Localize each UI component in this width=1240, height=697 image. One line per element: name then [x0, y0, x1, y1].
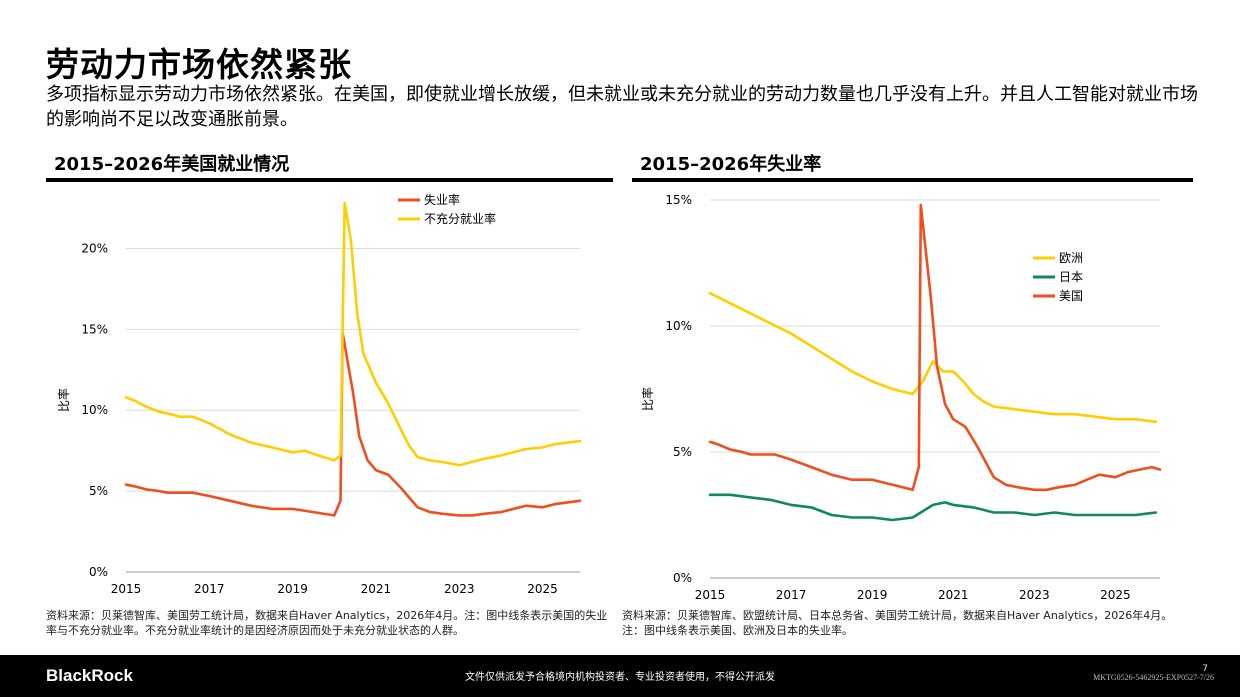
legend-label: 日本 [1059, 270, 1083, 284]
right-chart-rule [632, 178, 1193, 182]
y-axis-label: 比率 [640, 387, 655, 411]
left-chart-source: 资料来源：贝莱德智库、美国劳工统计局，数据来自Haver Analytics，2… [46, 609, 608, 637]
x-tick-label: 2015 [111, 582, 142, 596]
x-tick-label: 2025 [527, 582, 558, 596]
y-tick-label: 0% [89, 565, 108, 579]
y-tick-label: 5% [89, 484, 108, 498]
x-tick-label: 2023 [444, 582, 475, 596]
blackrock-logo: BlackRock [46, 666, 133, 685]
document-code: MKTG0526-5462925-EXP0527-7/26 [1093, 673, 1214, 682]
x-tick-label: 2017 [776, 588, 807, 602]
unemployment-rate-chart: 0% 5% 10% 15% 2015 2017 2019 2021 2023 2025 比率 欧洲日本… [640, 193, 1162, 602]
legend-label: 不充分就业率 [424, 211, 496, 226]
legend-label: 美国 [1059, 289, 1083, 303]
legend-label: 欧洲 [1059, 251, 1083, 265]
right-chart-source: 资料来源：贝莱德智库、欧盟统计局、日本总务省、美国劳工统计局，数据来自Haver… [622, 609, 1173, 637]
series-line-1 [708, 493, 1158, 522]
x-tick-label: 2021 [361, 582, 392, 596]
x-tick-label: 2023 [1019, 588, 1050, 602]
series-line-2 [708, 203, 1162, 492]
left-chart-title: 2015–2026年美国就业情况 [54, 154, 290, 175]
x-tick-label: 2015 [695, 588, 726, 602]
series-line-0 [708, 291, 1158, 424]
series-line-0 [124, 331, 582, 517]
y-tick-label: 15% [665, 193, 692, 207]
footer-bar: BlackRock 文件仅供派发予合格境内机构投资者、专业投资者使用，不得公开派… [0, 655, 1240, 697]
page-number: 7 [1202, 664, 1208, 674]
y-tick-label: 0% [673, 571, 692, 585]
y-axis-label: 比率 [56, 388, 71, 412]
x-tick-label: 2019 [857, 588, 888, 602]
y-tick-label: 10% [81, 403, 108, 417]
x-tick-label: 2019 [277, 582, 308, 596]
page-subtitle: 多项指标显示劳动力市场依然紧张。在美国，即使就业增长放缓，但未就业或未充分就业的… [46, 84, 1198, 130]
x-tick-label: 2017 [194, 582, 225, 596]
y-tick-label: 5% [673, 445, 692, 459]
x-tick-label: 2025 [1100, 588, 1131, 602]
page-title: 劳动力市场依然紧张 [46, 45, 352, 84]
legend-label: 失业率 [424, 192, 460, 207]
x-tick-label: 2021 [938, 588, 969, 602]
y-tick-label: 10% [665, 319, 692, 333]
y-tick-label: 20% [81, 241, 108, 255]
footer-disclaimer: 文件仅供派发予合格境内机构投资者、专业投资者使用，不得公开派发 [465, 672, 775, 683]
right-chart-title: 2015–2026年失业率 [640, 154, 822, 175]
us-employment-chart: 0% 5% 10% 15% 20% 2015 2017 2019 2021 2023 2025 比率 失… [56, 192, 582, 596]
y-tick-label: 15% [81, 322, 108, 336]
left-chart-rule [46, 178, 613, 182]
series-line-1 [124, 201, 582, 467]
